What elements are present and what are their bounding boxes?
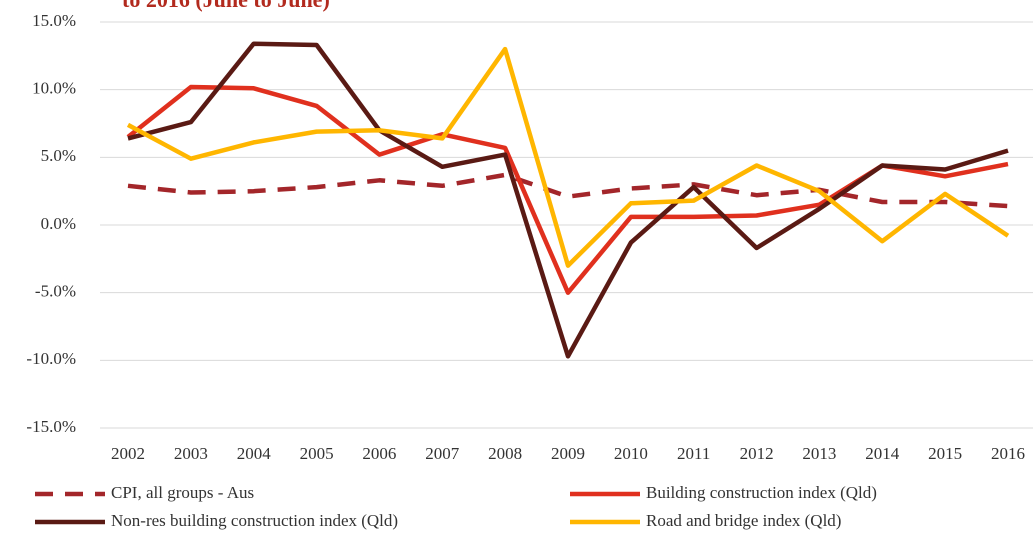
legend-label: CPI, all groups - Aus — [111, 483, 254, 502]
x-tick-label: 2013 — [802, 444, 836, 463]
y-tick-label: -10.0% — [26, 349, 76, 368]
series-line — [127, 172, 1009, 209]
x-tick-label: 2007 — [425, 444, 460, 463]
x-tick-label: 2008 — [488, 444, 522, 463]
y-tick-label: 15.0% — [32, 11, 76, 30]
x-tick-label: 2014 — [865, 444, 900, 463]
y-tick-label: 0.0% — [41, 214, 76, 233]
y-tick-label: -15.0% — [26, 417, 76, 436]
chart-title: to 2016 (June to June) — [122, 0, 330, 12]
x-tick-label: 2012 — [740, 444, 774, 463]
x-tick-label: 2009 — [551, 444, 585, 463]
x-tick-label: 2015 — [928, 444, 962, 463]
x-tick-label: 2010 — [614, 444, 648, 463]
x-tick-label: 2016 — [991, 444, 1025, 463]
x-tick-label: 2011 — [677, 444, 710, 463]
series-line — [127, 41, 1009, 359]
x-tick-label: 2002 — [111, 444, 145, 463]
x-tick-label: 2004 — [237, 444, 272, 463]
y-tick-label: 10.0% — [32, 79, 76, 98]
legend-label: Building construction index (Qld) — [646, 483, 877, 502]
legend-label: Road and bridge index (Qld) — [646, 511, 841, 530]
series-line — [126, 46, 1010, 268]
x-tick-label: 2006 — [362, 444, 396, 463]
y-tick-label: 5.0% — [41, 146, 76, 165]
x-tick-label: 2003 — [174, 444, 208, 463]
legend-label: Non-res building construction index (Qld… — [111, 511, 398, 530]
y-tick-label: -5.0% — [35, 282, 76, 301]
x-tick-label: 2005 — [300, 444, 334, 463]
